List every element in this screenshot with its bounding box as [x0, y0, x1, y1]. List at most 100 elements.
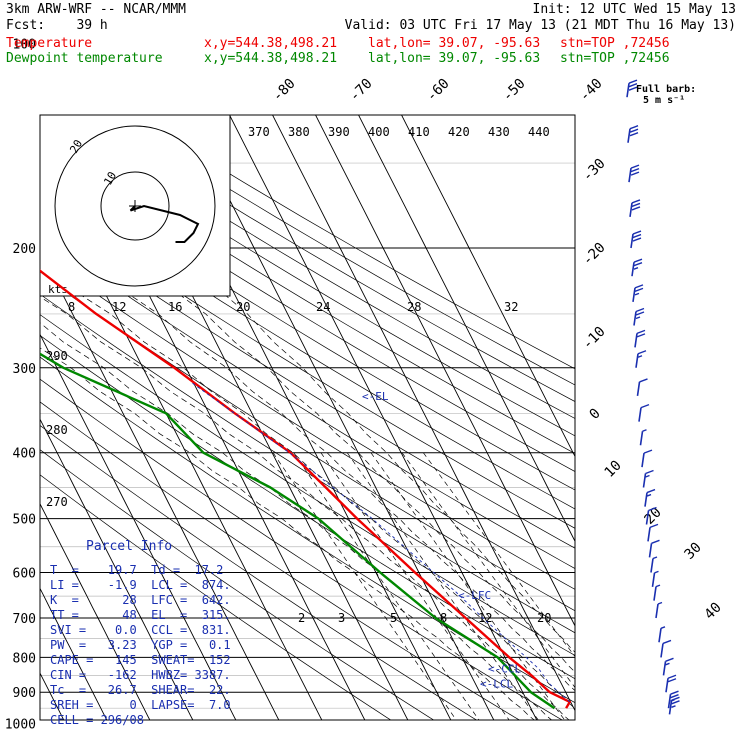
- wind-barb: [653, 584, 661, 601]
- theta-label: 410: [408, 125, 430, 139]
- wind-barb: [639, 429, 647, 446]
- mixing-ratio-label: 20: [537, 611, 551, 625]
- dry-adiabat-line: [40, 293, 575, 634]
- pressure-tick-label: 600: [13, 566, 36, 581]
- chart-grid: [0, 43, 575, 737]
- isotherm-label: -10: [580, 324, 609, 353]
- temperature-latlon: lat,lon= 39.07, -95.63: [368, 36, 541, 51]
- wind-barb: [648, 539, 660, 558]
- theta-label: 280: [46, 423, 68, 437]
- wind-barb: [627, 125, 639, 143]
- isotherm-line: [401, 115, 575, 458]
- speed-axis-label: 24: [316, 300, 330, 314]
- isotherm-label: -70: [347, 76, 376, 105]
- model-title: 3km ARW-WRF -- NCAR/MMM: [6, 2, 187, 17]
- dry-adiabat-line: [40, 235, 575, 569]
- wind-barb: [641, 449, 653, 468]
- pressure-tick-label: 800: [13, 651, 36, 666]
- theta-label: 440: [528, 125, 550, 139]
- profile-lines: [40, 269, 571, 710]
- hodograph-trace: [129, 204, 200, 243]
- profile-temperature: [40, 269, 571, 709]
- wind-barb: [642, 469, 654, 488]
- isotherm-label: 30: [682, 540, 705, 563]
- pressure-tick-label: 200: [13, 242, 36, 257]
- isotherm-line: [0, 43, 30, 737]
- speed-axis-label: 28: [407, 300, 421, 314]
- parcel-row: SREH = 0 LAPSE= 7.0: [50, 698, 231, 712]
- pressure-tick-label: 500: [13, 513, 36, 528]
- isotherm-line: [40, 418, 194, 720]
- chart-frame: [39, 114, 576, 721]
- wind-barb: [632, 284, 644, 302]
- theta-label: 430: [488, 125, 510, 139]
- level-annotation: <-CCL: [488, 663, 521, 676]
- isotherm-label: -30: [580, 156, 609, 185]
- parcel-row: TT = 48 EL = 315.: [50, 608, 231, 622]
- isotherm-line: [143, 115, 452, 720]
- parcel-info-panel: Parcel Info T = 19.7 Td = 17.2 LI = -1.9…: [44, 537, 238, 737]
- mixing-ratio-label: 8: [440, 611, 447, 625]
- wind-barb: [647, 523, 659, 542]
- isotherm-line: [57, 115, 366, 720]
- theta-label: 270: [46, 495, 68, 509]
- mixing-ratio-line: [346, 452, 539, 720]
- isotherm-label: -60: [424, 76, 453, 105]
- moist-adiabat-line: [70, 247, 575, 692]
- dry-adiabat-line: [40, 425, 478, 720]
- mixing-ratio-line: [293, 452, 480, 720]
- wind-barb: [662, 657, 674, 676]
- hodograph-ring-label: 10: [101, 170, 119, 188]
- dry-adiabat-line: [40, 378, 563, 720]
- dry-adiabat-line: [40, 115, 575, 437]
- wind-barb: [636, 378, 648, 397]
- isotherm-label: -40: [577, 76, 606, 105]
- moist-adiabat-line: [40, 296, 570, 720]
- speed-axis-label: 20: [236, 300, 250, 314]
- hodograph-speed-unit: kts: [48, 283, 68, 296]
- wind-barb: [635, 350, 647, 368]
- wind-barb: [655, 601, 663, 619]
- wind-barb: [631, 258, 643, 277]
- wind-barb: [668, 696, 680, 715]
- speed-axis-label: 8: [68, 300, 75, 314]
- parcel-row: SVI = 0.0 CCL = 831.: [50, 623, 231, 637]
- parcel-row: T = 19.7 Td = 17.2: [50, 563, 224, 577]
- theta-label: 390: [328, 125, 350, 139]
- wind-barb: [651, 570, 659, 587]
- mixing-ratio-line: [272, 452, 457, 720]
- wind-barb: [634, 329, 646, 348]
- dry-adiabat-line: [40, 182, 575, 510]
- dewpoint-station: stn=TOP ,72456: [560, 51, 670, 66]
- moist-adiabat-line: [176, 247, 575, 653]
- mixing-ratio-label: 2: [298, 611, 305, 625]
- theta-label: 370: [248, 125, 270, 139]
- wind-barb: [645, 506, 657, 525]
- moist-adiabat-line: [40, 347, 535, 720]
- pressure-tick-label: 300: [13, 362, 36, 377]
- wind-barb: [650, 556, 658, 573]
- theta-labels: 370 380 390 400 410 420 430 440 290 280 270: [46, 125, 550, 509]
- theta-label: 420: [448, 125, 470, 139]
- parcel-row: CELL = 296/08: [50, 713, 144, 727]
- parcel-row: PW = 3.23 YGP = 0.1: [50, 638, 231, 652]
- isotherm-line: [40, 672, 65, 720]
- dry-adiabat-line: [40, 254, 575, 590]
- speed-axis-label: 16: [168, 300, 182, 314]
- mixing-ratio-line: [401, 452, 575, 689]
- dry-adiabat-line: [40, 314, 575, 656]
- dry-adiabat-line: [40, 449, 435, 720]
- wind-barb: [630, 230, 642, 249]
- parcel-row: K = 28 LFC = 642.: [50, 593, 231, 607]
- wind-barb: [665, 674, 677, 693]
- isotherm-line: [40, 248, 280, 720]
- profile-dewpoint-temperature: [40, 352, 556, 710]
- pressure-tick-label: 400: [13, 447, 36, 462]
- isotherm-label: 0: [587, 406, 604, 423]
- mixing-ratio-line: [423, 452, 575, 658]
- mixing-ratio-line: [320, 452, 510, 720]
- parcel-row: CIN = -162 HWBZ= 3387.: [50, 668, 231, 682]
- wind-barb: [629, 199, 641, 218]
- temperature-station: stn=TOP ,72456: [560, 36, 670, 51]
